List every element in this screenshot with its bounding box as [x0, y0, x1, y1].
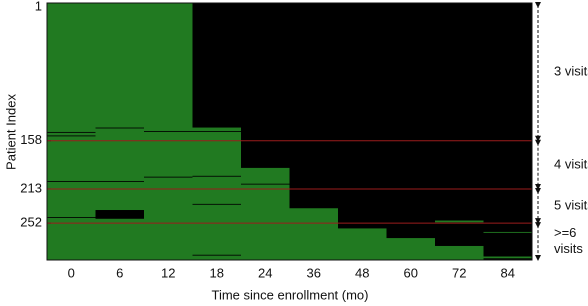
visit-segment — [144, 131, 193, 177]
x-tick-label: 48 — [355, 265, 369, 280]
plot-frame — [46, 2, 533, 261]
visit-segment — [386, 238, 435, 260]
visit-segment — [192, 204, 241, 255]
group-label: 4 visits — [554, 156, 588, 171]
x-tick-label: 12 — [161, 265, 175, 280]
visit-segment — [95, 128, 144, 182]
visit-segment — [241, 167, 290, 184]
y-tick-label: 252 — [20, 215, 42, 230]
y-axis-label: Patient Index — [3, 94, 18, 170]
visit-segment — [47, 132, 96, 136]
x-tick-label: 18 — [210, 265, 224, 280]
visit-segment — [483, 256, 532, 259]
visit-segment — [192, 127, 241, 132]
y-tick-label: 213 — [20, 180, 42, 195]
x-tick-label: 84 — [501, 265, 515, 280]
y-tick-label: 158 — [20, 132, 42, 147]
visit-segment — [95, 218, 144, 260]
visit-segment — [47, 136, 96, 182]
x-axis-label: Time since enrollment (mo) — [211, 287, 368, 302]
visit-segment — [435, 245, 484, 260]
visit-segment — [47, 217, 96, 260]
visit-segment — [47, 181, 96, 218]
x-tick-label: 24 — [258, 265, 272, 280]
x-tick-label: 36 — [307, 265, 321, 280]
y-tick-label: 1 — [35, 0, 42, 13]
visit-segment — [241, 184, 290, 260]
x-tick-label: 6 — [116, 265, 123, 280]
x-tick-label: 72 — [452, 265, 466, 280]
group-label: 3 visits — [554, 63, 588, 78]
visit-segment — [144, 3, 193, 132]
visit-segment — [483, 231, 532, 233]
visit-segment — [144, 177, 193, 260]
group-label: 5 visits — [554, 197, 588, 212]
visit-segment — [192, 176, 241, 204]
group-label: visits — [554, 241, 583, 256]
visit-segment — [47, 3, 96, 132]
visit-segment — [95, 181, 144, 211]
x-tick-label: 60 — [404, 265, 418, 280]
visit-segment — [435, 220, 484, 223]
visit-segment — [192, 131, 241, 176]
visit-segment — [338, 228, 387, 260]
visit-segment — [289, 208, 338, 260]
visit-segment — [192, 255, 241, 260]
visit-segment — [95, 3, 144, 128]
x-tick-label: 0 — [68, 265, 75, 280]
group-label: >=6 — [554, 225, 576, 240]
